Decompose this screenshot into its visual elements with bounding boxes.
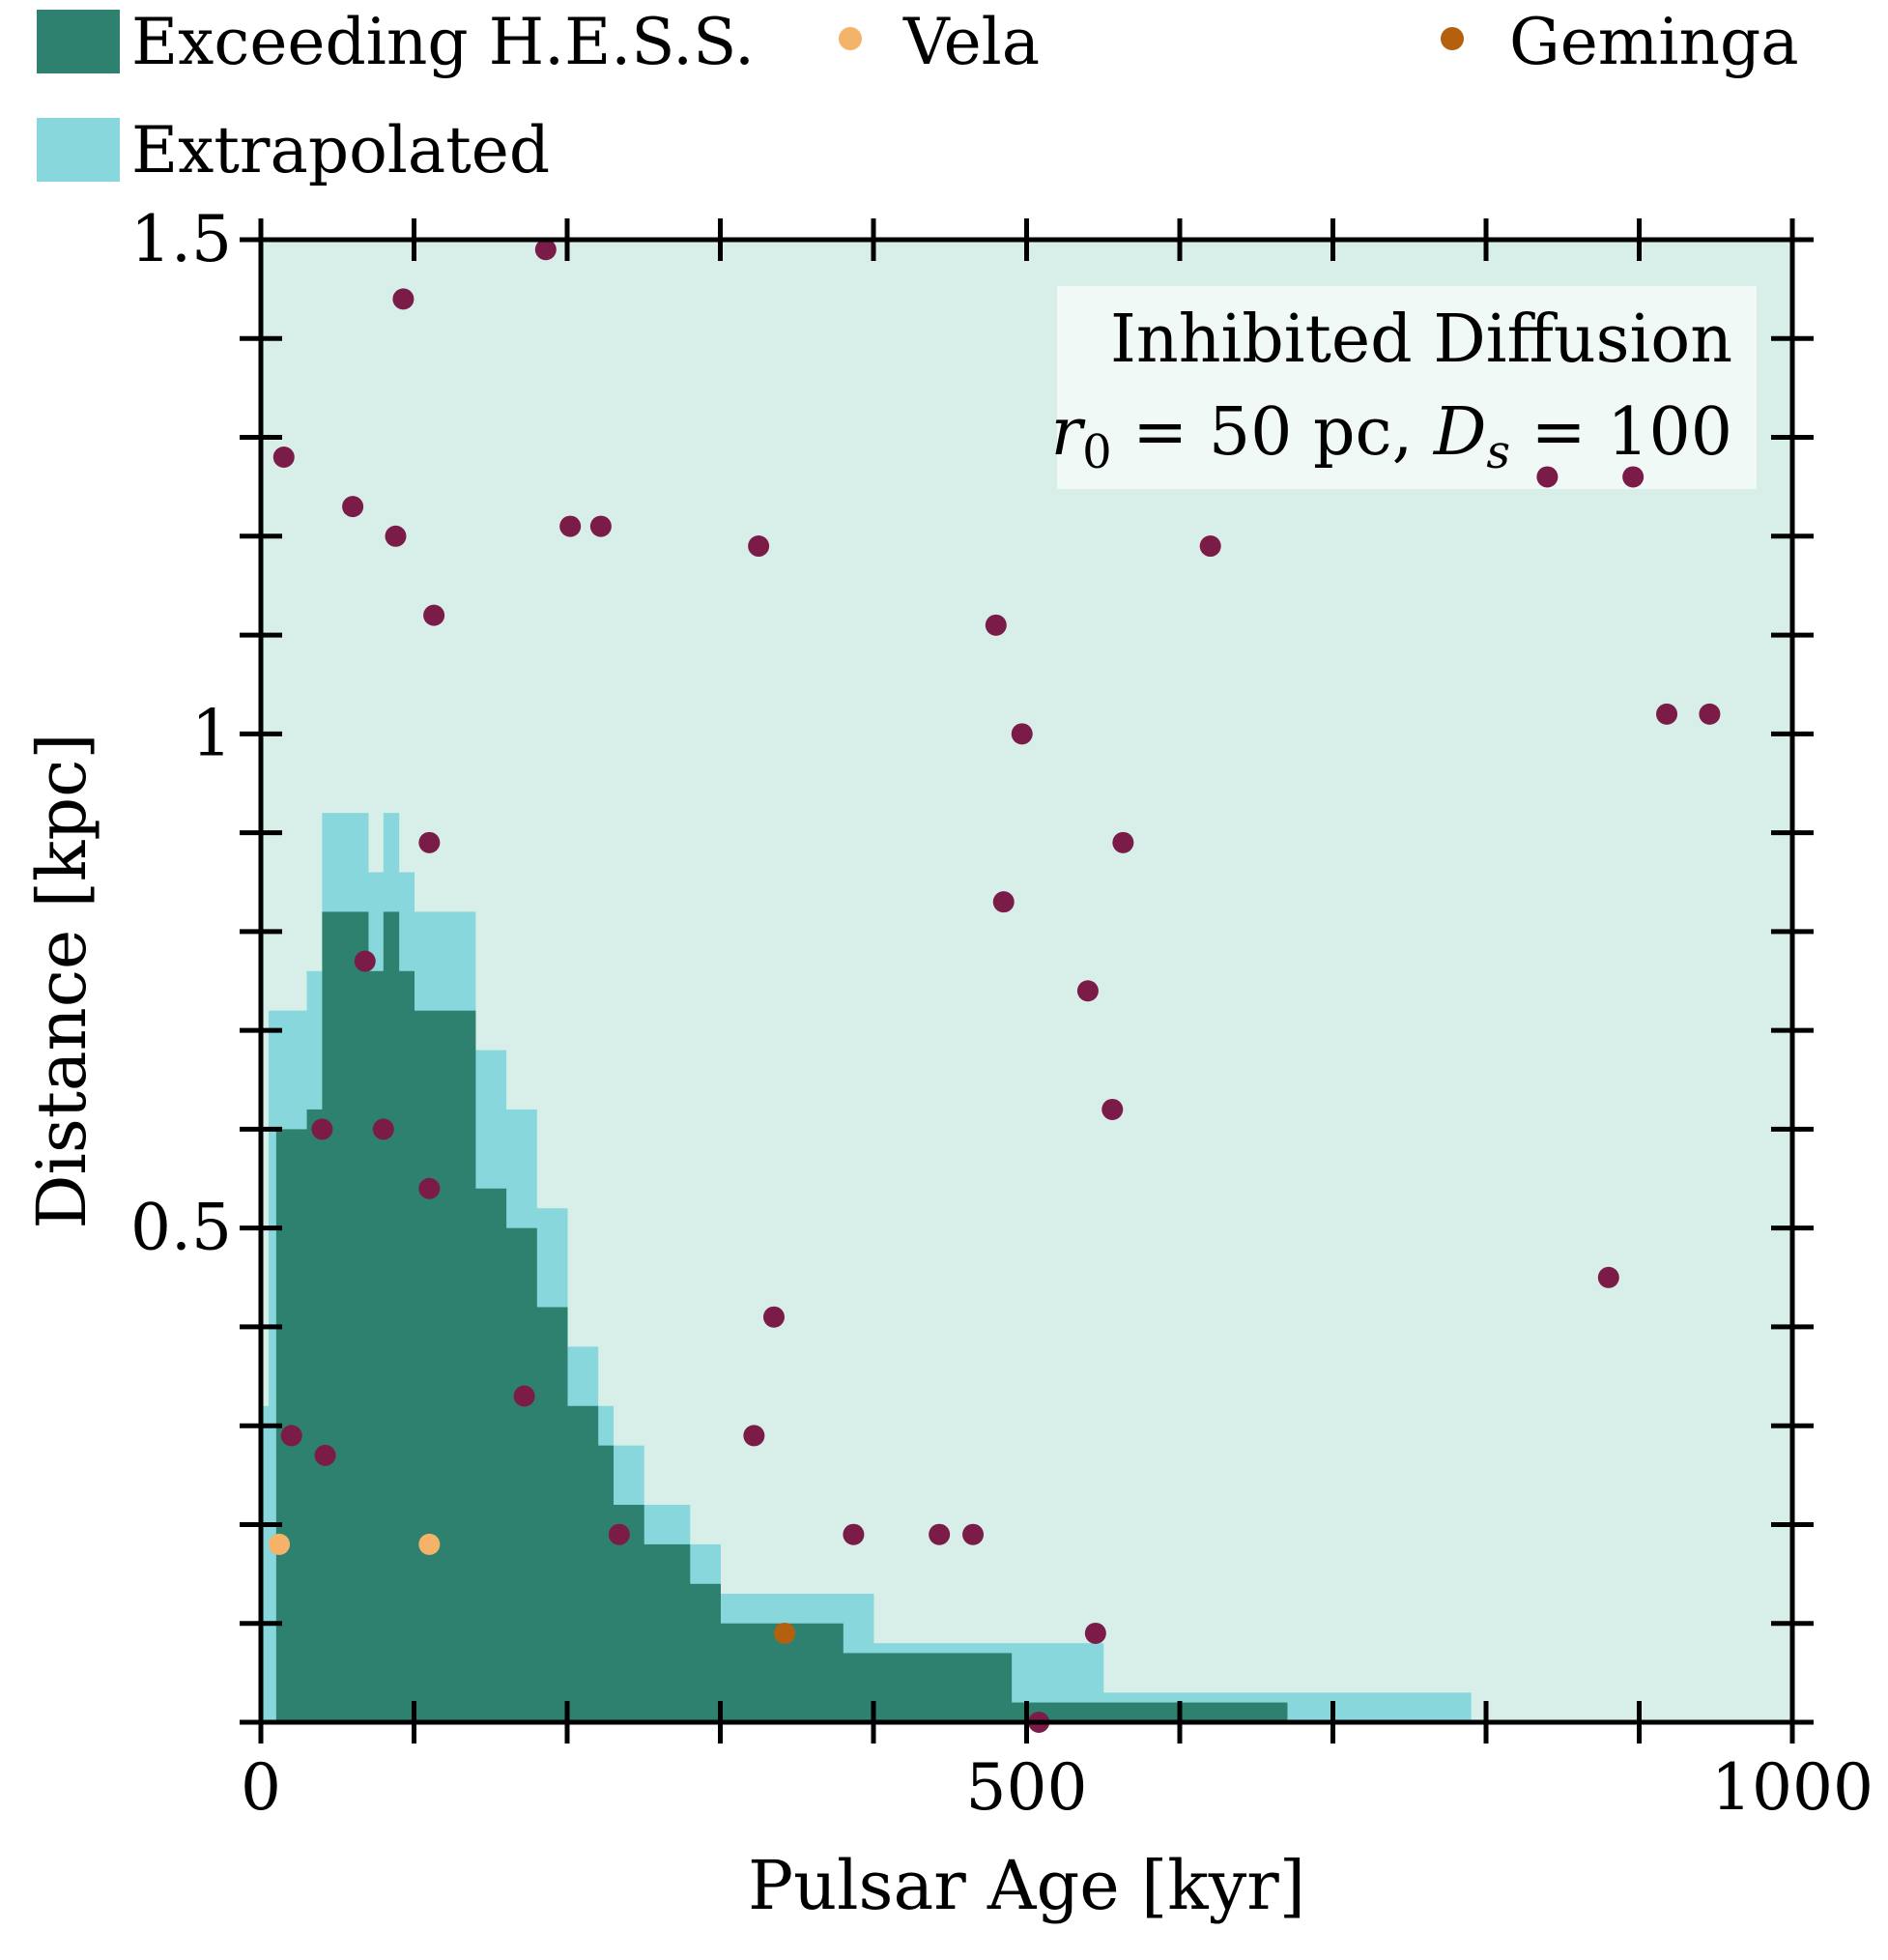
pulsar-point bbox=[608, 1523, 630, 1545]
annotation-d-symbol: D bbox=[1432, 394, 1487, 471]
legend-patch bbox=[37, 118, 120, 182]
pulsar-point bbox=[311, 1118, 333, 1140]
pulsar-point bbox=[418, 1177, 441, 1199]
pulsar-point bbox=[372, 1118, 394, 1140]
pulsar-point bbox=[929, 1523, 951, 1545]
annotation-background bbox=[1057, 286, 1757, 489]
exceeding-bar bbox=[367, 970, 385, 1722]
tick-labels: 0 500 1000 0.5 1 1.5 bbox=[130, 202, 1874, 1825]
vela-point bbox=[418, 1533, 441, 1555]
legend-label: Extrapolated bbox=[131, 113, 550, 187]
exceeding-bar bbox=[536, 1307, 568, 1722]
pulsar-point bbox=[962, 1523, 985, 1545]
exceeding-bar bbox=[505, 1227, 537, 1722]
pulsar-point bbox=[762, 1306, 785, 1328]
pulsar-point bbox=[1699, 703, 1721, 725]
annotation-r-subscript: 0 bbox=[1082, 425, 1112, 479]
annotation-title: Inhibited Diffusion bbox=[1110, 302, 1732, 378]
x-tick-label: 1000 bbox=[1711, 1750, 1874, 1825]
pulsar-point bbox=[1597, 1266, 1619, 1288]
pulsar-point bbox=[992, 891, 1015, 913]
exceeding-bar bbox=[567, 1405, 584, 1722]
legend-patch bbox=[37, 10, 120, 73]
pulsar-point bbox=[342, 496, 364, 518]
legend-label: Vela bbox=[902, 5, 1040, 79]
pulsar-point bbox=[589, 515, 612, 537]
legend-dot bbox=[839, 27, 862, 50]
pulsar-point bbox=[1656, 703, 1678, 725]
pulsar-point bbox=[843, 1523, 865, 1545]
exceeding-bar bbox=[306, 1109, 323, 1722]
exceeding-bar bbox=[353, 911, 369, 1722]
geminga-point bbox=[774, 1622, 796, 1644]
x-tick-label: 500 bbox=[966, 1750, 1088, 1825]
pulsar-point bbox=[534, 239, 557, 261]
pulsar-point bbox=[559, 515, 582, 537]
exceeding-bar bbox=[689, 1583, 721, 1722]
pulsar-point bbox=[385, 525, 407, 547]
pulsar-point bbox=[1076, 980, 1099, 1002]
x-axis-title: Pulsar Age [kyr] bbox=[748, 1846, 1305, 1925]
extrapolated-bar bbox=[268, 1010, 277, 1722]
exceeding-bar bbox=[444, 1010, 461, 1722]
pulsar-point bbox=[1199, 535, 1221, 558]
legend: Exceeding H.E.S.S. Vela Geminga Extrapolate… bbox=[37, 5, 1799, 187]
y-tick-label: 0.5 bbox=[130, 1191, 232, 1265]
exceeding-bar bbox=[843, 1653, 874, 1722]
pulsar-point bbox=[272, 446, 295, 468]
y-tick-label: 1.5 bbox=[130, 202, 232, 276]
extrapolated-bar bbox=[261, 1405, 270, 1722]
pulsar-point bbox=[513, 1385, 535, 1407]
pulsar-point bbox=[985, 614, 1007, 636]
exceeding-bar bbox=[398, 970, 415, 1722]
vela-point bbox=[269, 1533, 291, 1555]
pulsar-point bbox=[1622, 466, 1645, 488]
exceeding-bar bbox=[460, 1010, 476, 1722]
y-axis-title: Distance [kpc] bbox=[22, 733, 101, 1228]
exceeding-bar bbox=[337, 911, 354, 1722]
pulsar-point bbox=[1536, 466, 1559, 488]
y-tick-label: 1 bbox=[191, 696, 232, 770]
extrapolated-bar bbox=[1286, 1692, 1472, 1722]
data-points bbox=[269, 239, 1721, 1733]
annotation-mid-text: = 50 pc, bbox=[1112, 394, 1434, 471]
exceeding-bar bbox=[796, 1623, 844, 1722]
exceeding-bar bbox=[474, 1188, 507, 1722]
annotation-parameters: r0 = 50 pc, Ds = 100 bbox=[1051, 394, 1732, 479]
legend-label: Geminga bbox=[1509, 5, 1799, 79]
annotation-r-symbol: r bbox=[1051, 394, 1086, 471]
exceeding-bar bbox=[383, 911, 400, 1722]
axes bbox=[240, 218, 1814, 1744]
pulsar-point bbox=[354, 950, 376, 972]
exceeding-bar bbox=[873, 1653, 1013, 1722]
pulsar-point bbox=[280, 1425, 302, 1447]
exceeding-bar bbox=[414, 1010, 430, 1722]
pulsar-point bbox=[1011, 723, 1033, 745]
exceeding-bar bbox=[582, 1405, 599, 1722]
pulsar-point bbox=[743, 1425, 765, 1447]
x-tick-label: 0 bbox=[241, 1750, 281, 1825]
pulsar-point bbox=[1101, 1098, 1124, 1120]
pulsar-point bbox=[392, 288, 415, 310]
annotation-tail-text: = 100 bbox=[1510, 394, 1732, 471]
annotation-d-subscript: s bbox=[1486, 425, 1510, 479]
pulsar-point bbox=[423, 604, 445, 626]
exceeding-bar bbox=[597, 1445, 615, 1722]
annotation-box: Inhibited Diffusion r0 = 50 pc, Ds = 100 bbox=[1051, 286, 1757, 489]
exceeding-bar bbox=[644, 1543, 691, 1722]
exceeding-bar bbox=[429, 1010, 445, 1722]
legend-dot bbox=[1441, 27, 1464, 50]
pulsar-point bbox=[314, 1444, 336, 1466]
pulsar-point bbox=[418, 831, 441, 853]
pulsar-point bbox=[748, 535, 770, 558]
pulsar-point bbox=[1112, 831, 1134, 853]
exceeding-bar bbox=[1102, 1702, 1288, 1722]
pulsar-point bbox=[1084, 1622, 1106, 1644]
legend-label: Exceeding H.E.S.S. bbox=[131, 5, 755, 79]
exceeding-bar bbox=[322, 911, 338, 1722]
